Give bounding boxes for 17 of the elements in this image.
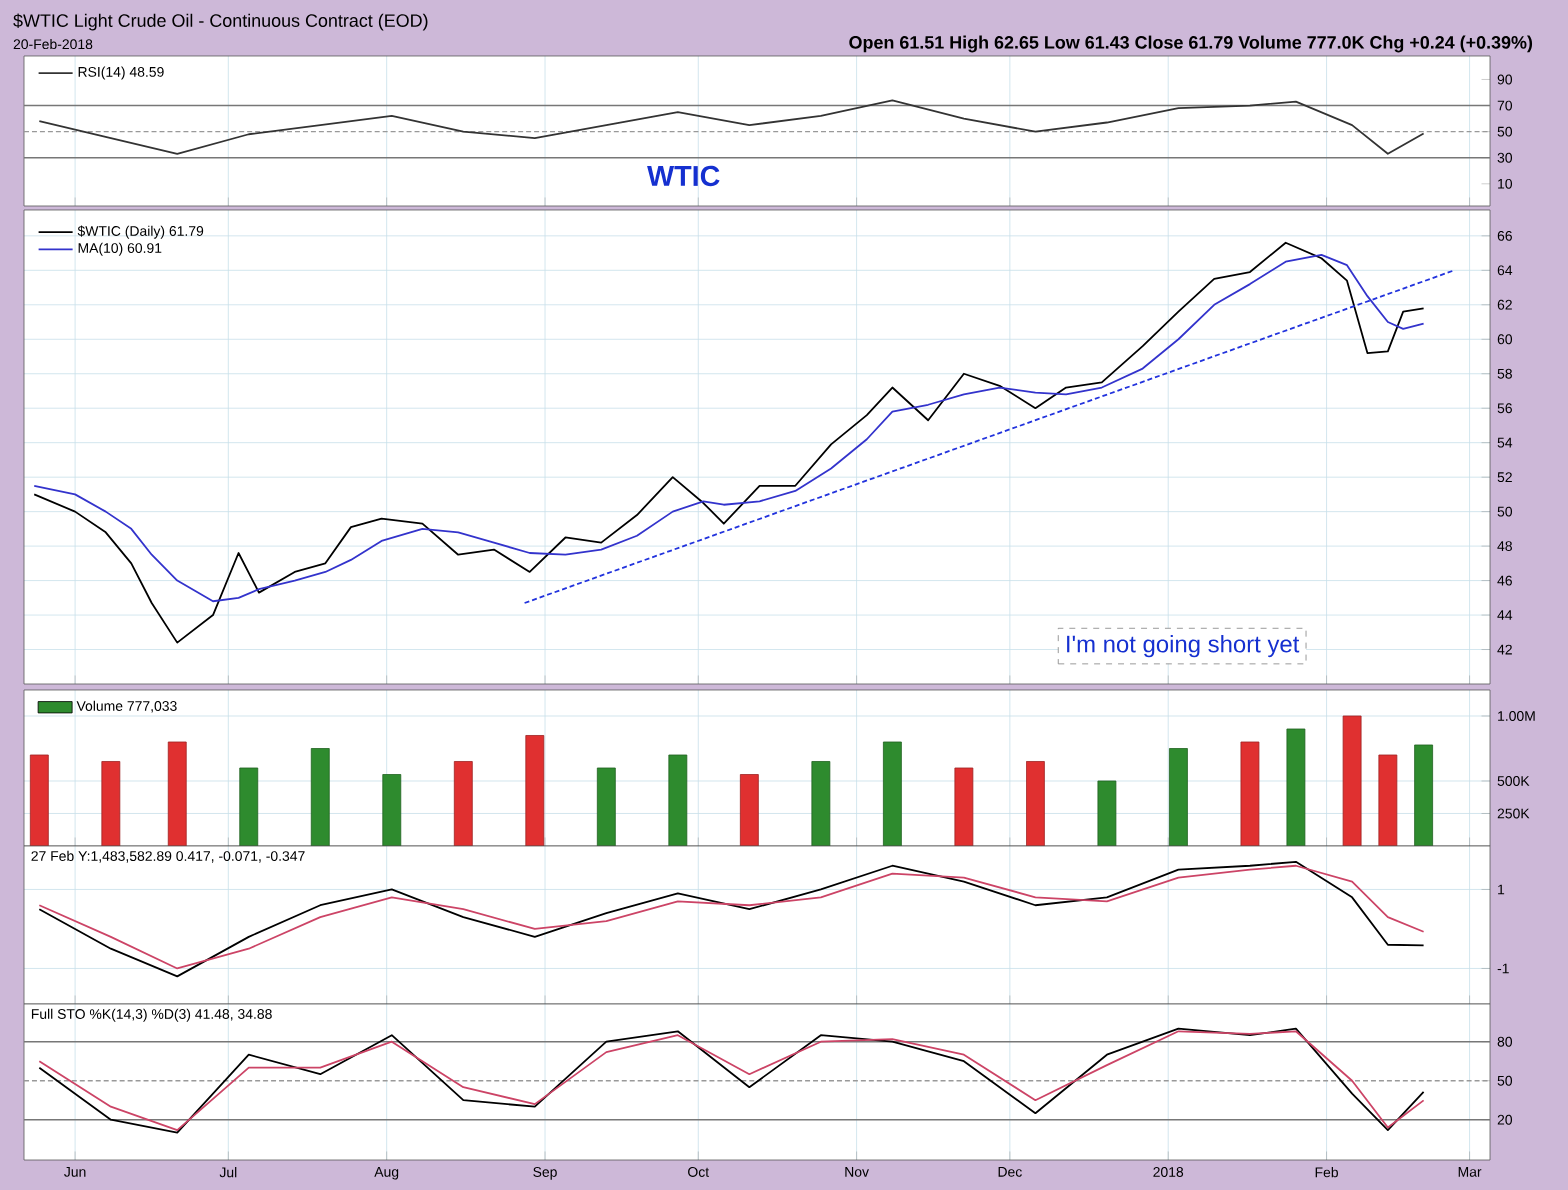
bar [1286, 728, 1306, 846]
bar [954, 767, 974, 846]
bar [1414, 744, 1434, 846]
bar [668, 754, 688, 846]
text: Open 61.51 High 62.65 Low 61.43 Close 61.79 Volume 777.0K Chg +0.24 (+0.39%) [849, 35, 1533, 53]
bar [1026, 761, 1045, 846]
annotation: I'm not going short yet [1067, 634, 1300, 658]
bar [1342, 715, 1362, 846]
bar [1169, 748, 1188, 846]
bar [1378, 754, 1398, 846]
bar [382, 774, 402, 846]
bar [1240, 741, 1260, 846]
bar [882, 741, 902, 846]
bar [310, 748, 330, 846]
annotation: WTIC [647, 165, 720, 187]
chart-title: $WTIC Light Crude Oil - Continuous Contract (EOD) [13, 13, 428, 31]
bar [596, 767, 616, 846]
